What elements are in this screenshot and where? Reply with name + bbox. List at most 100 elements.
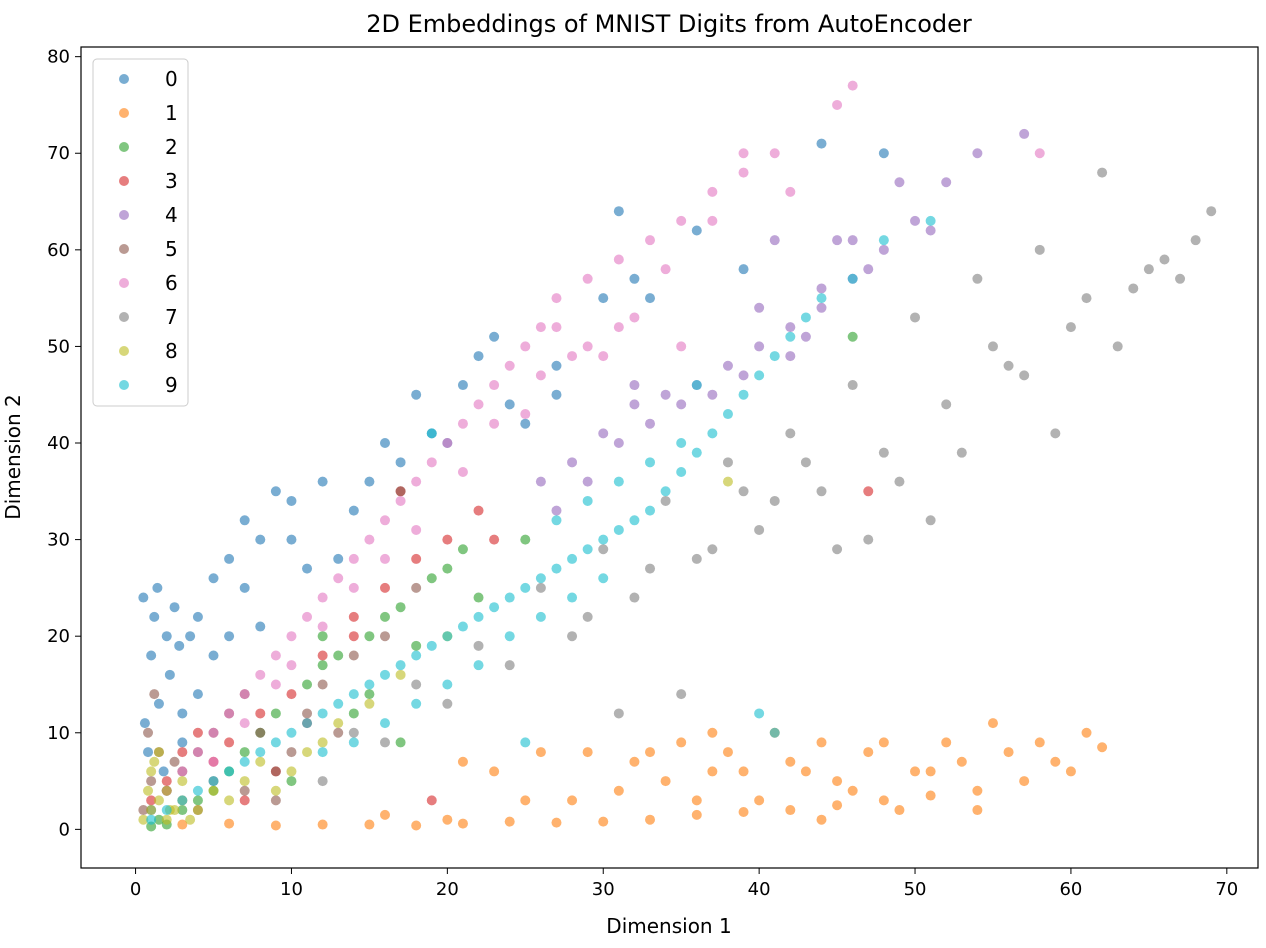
data-point — [138, 805, 149, 816]
data-point — [738, 370, 749, 381]
data-point — [224, 737, 235, 748]
data-point — [769, 495, 780, 506]
data-point — [255, 534, 266, 545]
data-point — [847, 273, 858, 284]
data-point — [520, 534, 531, 545]
data-point — [270, 785, 281, 796]
legend-label: 9 — [165, 373, 178, 397]
data-point — [239, 582, 250, 593]
x-tick-label: 60 — [1059, 879, 1082, 900]
data-point — [177, 747, 188, 758]
data-point — [910, 215, 921, 226]
data-point — [333, 553, 344, 564]
data-point — [348, 553, 359, 564]
data-point — [722, 476, 733, 487]
data-point — [146, 805, 157, 816]
data-point — [582, 476, 593, 487]
data-point — [972, 785, 983, 796]
y-tick-label: 60 — [47, 240, 70, 261]
x-tick-label: 30 — [592, 879, 615, 900]
data-point — [473, 611, 484, 622]
data-point — [707, 727, 718, 738]
data-point — [941, 399, 952, 410]
data-point — [785, 428, 796, 439]
data-point — [317, 660, 328, 671]
data-point — [192, 727, 203, 738]
data-point — [286, 660, 297, 671]
data-point — [333, 718, 344, 729]
data-point — [645, 293, 656, 304]
data-point — [411, 476, 422, 487]
data-point — [629, 273, 640, 284]
data-point — [629, 515, 640, 526]
data-point — [169, 756, 180, 767]
data-point — [192, 611, 203, 622]
data-point — [504, 816, 515, 827]
x-tick-label: 10 — [280, 879, 303, 900]
data-point — [832, 99, 843, 110]
data-point — [676, 438, 687, 449]
data-point — [613, 708, 624, 719]
data-point — [153, 747, 164, 758]
data-point — [426, 428, 437, 439]
data-point — [504, 592, 515, 603]
data-point — [925, 766, 936, 777]
data-point — [161, 814, 172, 825]
data-point — [489, 331, 500, 342]
data-point — [317, 621, 328, 632]
data-point — [239, 747, 250, 758]
data-point — [567, 631, 578, 642]
data-point — [442, 563, 453, 574]
data-point — [442, 698, 453, 709]
y-axis-label: Dimension 2 — [1, 394, 25, 519]
data-point — [551, 515, 562, 526]
data-point — [722, 457, 733, 468]
data-point — [317, 776, 328, 787]
data-point — [224, 766, 235, 777]
data-point — [317, 679, 328, 690]
data-point — [317, 819, 328, 830]
data-point — [816, 486, 827, 497]
data-point — [153, 795, 164, 806]
data-point — [379, 553, 390, 564]
data-point — [442, 534, 453, 545]
data-point — [551, 293, 562, 304]
data-point — [177, 708, 188, 719]
data-point — [239, 718, 250, 729]
data-point — [379, 611, 390, 622]
data-point — [161, 785, 172, 796]
legend-label: 1 — [165, 101, 178, 125]
data-point — [473, 505, 484, 516]
data-point — [800, 312, 811, 323]
data-point — [270, 737, 281, 748]
data-point — [738, 389, 749, 400]
x-axis-ticks: 0 10 20 30 40 50 60 70 — [130, 868, 1238, 900]
data-point — [551, 817, 562, 828]
data-point — [567, 795, 578, 806]
data-point — [582, 495, 593, 506]
data-point — [426, 457, 437, 468]
data-point — [520, 737, 531, 748]
data-point — [1065, 322, 1076, 333]
data-point — [1081, 293, 1092, 304]
data-point — [138, 814, 149, 825]
data-point — [987, 718, 998, 729]
data-point — [255, 669, 266, 680]
data-point — [878, 795, 889, 806]
data-point — [379, 669, 390, 680]
data-point — [192, 805, 203, 816]
data-point — [925, 225, 936, 236]
data-point — [364, 689, 375, 700]
legend-marker — [119, 278, 129, 288]
data-point — [348, 727, 359, 738]
legend: 0 1 2 3 4 5 6 7 8 9 — [92, 58, 189, 407]
data-point — [457, 756, 468, 767]
legend-items: 0 1 2 3 4 5 6 7 8 9 — [119, 67, 178, 397]
data-point — [379, 438, 390, 449]
data-point — [535, 476, 546, 487]
data-point — [192, 747, 203, 758]
data-point — [153, 698, 164, 709]
data-point — [426, 640, 437, 651]
points-layer — [138, 80, 1217, 832]
